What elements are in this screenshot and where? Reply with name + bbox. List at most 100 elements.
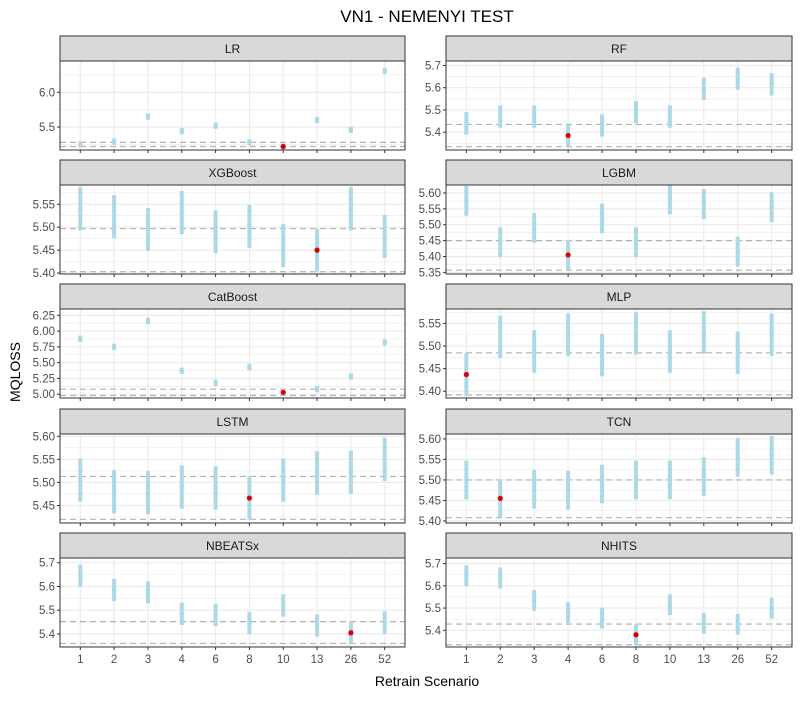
y-axis-label: MQLOSS bbox=[7, 342, 23, 402]
center-point-lstm-2 bbox=[111, 489, 117, 494]
panel-strip-label-rf: RF bbox=[611, 42, 627, 56]
y-tick-label-lr: 5.5 bbox=[39, 122, 55, 134]
y-tick-label-lgbm: 5.35 bbox=[419, 267, 441, 279]
panel-inner-nhits bbox=[446, 558, 792, 647]
center-point-rf-3 bbox=[531, 114, 537, 119]
center-point-lstm-10 bbox=[281, 477, 286, 483]
center-point-lr-52 bbox=[382, 68, 387, 73]
center-point-mlp-8 bbox=[633, 331, 639, 336]
y-tick-label-lgbm: 5.40 bbox=[419, 252, 441, 264]
panel-lr: LR 5.5 6.0 bbox=[39, 35, 406, 153]
center-point-lr-4 bbox=[179, 129, 184, 134]
center-point-catboost-8 bbox=[247, 364, 252, 370]
y-tick-label-tcn: 5.50 bbox=[419, 475, 441, 487]
best-point-lr bbox=[280, 143, 286, 150]
center-point-rf-26 bbox=[735, 76, 740, 82]
x-tick-label-nbeatsx-10: 10 bbox=[277, 654, 290, 666]
panel-catboost: CatBoost 5.00 5.25 5.50 5.75 6.00 6.25 bbox=[33, 283, 406, 401]
panel-xgboost: XGBoost 5.40 5.45 5.50 5.55 bbox=[33, 159, 406, 280]
center-point-mlp-3 bbox=[531, 349, 537, 354]
center-point-tcn-8 bbox=[633, 477, 639, 483]
center-point-xgboost-1 bbox=[78, 206, 83, 212]
x-tick-label-nbeatsx-8: 8 bbox=[246, 654, 252, 666]
center-point-nhits-13 bbox=[701, 620, 707, 626]
panel-border-nbeatsx bbox=[59, 557, 406, 648]
center-point-lr-3 bbox=[145, 114, 151, 119]
x-tick-label-nbeatsx-2: 2 bbox=[111, 654, 117, 666]
x-tick-label-nbeatsx-1: 1 bbox=[77, 654, 83, 666]
panel-inner-xgboost bbox=[60, 185, 405, 274]
panel-border-lgbm bbox=[445, 184, 793, 275]
x-tick-label-nhits-4: 4 bbox=[565, 654, 572, 666]
y-tick-label-mlp: 5.40 bbox=[419, 386, 441, 398]
panel-border-catboost bbox=[59, 308, 406, 399]
y-tick-label-tcn: 5.40 bbox=[419, 516, 441, 528]
panel-strip-label-lgbm: LGBM bbox=[602, 166, 636, 180]
panel-border-lstm bbox=[59, 433, 406, 524]
x-tick-label-nbeatsx-13: 13 bbox=[311, 654, 324, 666]
panel-inner-mlp bbox=[446, 309, 792, 398]
center-point-mlp-13 bbox=[701, 330, 707, 335]
best-point-lgbm bbox=[565, 252, 571, 258]
center-point-mlp-4 bbox=[565, 332, 571, 337]
center-point-nhits-3 bbox=[531, 598, 537, 603]
y-tick-label-mlp: 5.55 bbox=[419, 318, 441, 330]
panel-inner-tcn bbox=[446, 434, 792, 523]
center-point-catboost-2 bbox=[111, 344, 117, 350]
y-tick-label-catboost: 5.25 bbox=[33, 373, 55, 385]
panel-inner-catboost bbox=[60, 309, 405, 398]
center-point-nhits-1 bbox=[464, 573, 469, 578]
best-point-nhits bbox=[633, 632, 639, 638]
y-tick-label-rf: 5.5 bbox=[425, 105, 441, 117]
panel-strip-label-nhits: NHITS bbox=[601, 539, 637, 553]
y-tick-label-lstm: 5.45 bbox=[33, 500, 55, 512]
center-point-nhits-6 bbox=[599, 615, 605, 621]
panel-nbeatsx: NBEATSx 5.4 5.5 5.6 5.7 1 2 3 4 6 8 10 13 26 52 bbox=[39, 532, 406, 666]
panel-strip-nhits bbox=[445, 532, 793, 559]
center-point-nhits-4 bbox=[565, 610, 571, 615]
panel-strip-label-mlp: MLP bbox=[607, 290, 632, 304]
center-point-lr-1 bbox=[78, 142, 83, 147]
center-point-lgbm-2 bbox=[498, 240, 503, 245]
panel-plot-area-nhits bbox=[446, 558, 792, 647]
center-point-tcn-26 bbox=[735, 455, 740, 460]
center-point-lstm-6 bbox=[213, 485, 218, 491]
center-point-catboost-52 bbox=[382, 340, 387, 345]
panel-border-mlp bbox=[445, 308, 793, 399]
center-point-xgboost-3 bbox=[145, 227, 151, 232]
y-tick-label-tcn: 5.45 bbox=[419, 495, 441, 507]
center-point-nbeatsx-10 bbox=[281, 603, 286, 608]
panel-strip-catboost bbox=[59, 283, 406, 310]
center-point-catboost-1 bbox=[78, 336, 83, 341]
panel-strip-label-catboost: CatBoost bbox=[208, 290, 258, 304]
y-tick-label-xgboost: 5.45 bbox=[33, 245, 55, 257]
x-axis-label: Retrain Scenario bbox=[375, 673, 479, 689]
center-point-rf-52 bbox=[769, 82, 774, 87]
panel-plot-area-lstm bbox=[60, 434, 405, 523]
panel-inner-lr bbox=[60, 61, 405, 150]
center-point-nbeatsx-6 bbox=[213, 612, 218, 618]
panel-border-xgboost bbox=[59, 184, 406, 275]
center-point-xgboost-4 bbox=[179, 210, 184, 215]
panel-strip-label-lstm: LSTM bbox=[216, 415, 248, 429]
panel-plot-area-nbeatsx bbox=[60, 558, 405, 647]
y-tick-label-lgbm: 5.50 bbox=[419, 220, 441, 232]
center-point-lr-2 bbox=[111, 139, 117, 144]
panel-inner-rf bbox=[446, 61, 792, 150]
x-tick-label-nhits-26: 26 bbox=[731, 654, 744, 666]
panel-strip-rf bbox=[445, 35, 793, 62]
center-point-lr-13 bbox=[314, 117, 320, 123]
y-tick-label-mlp: 5.45 bbox=[419, 364, 441, 376]
x-tick-label-nhits-8: 8 bbox=[633, 654, 639, 666]
y-tick-label-rf: 5.4 bbox=[425, 127, 442, 139]
center-point-nbeatsx-13 bbox=[314, 623, 320, 628]
center-point-lgbm-1 bbox=[464, 198, 469, 204]
panel-plot-area-rf bbox=[446, 61, 792, 150]
panel-tcn: TCN 5.40 5.45 5.50 5.55 5.60 bbox=[419, 408, 793, 528]
center-point-lr-8 bbox=[247, 140, 252, 145]
center-point-catboost-26 bbox=[348, 374, 354, 379]
x-tick-label-nbeatsx-52: 52 bbox=[378, 654, 391, 666]
panel-border-lr bbox=[59, 60, 406, 151]
center-point-xgboost-52 bbox=[382, 234, 387, 239]
